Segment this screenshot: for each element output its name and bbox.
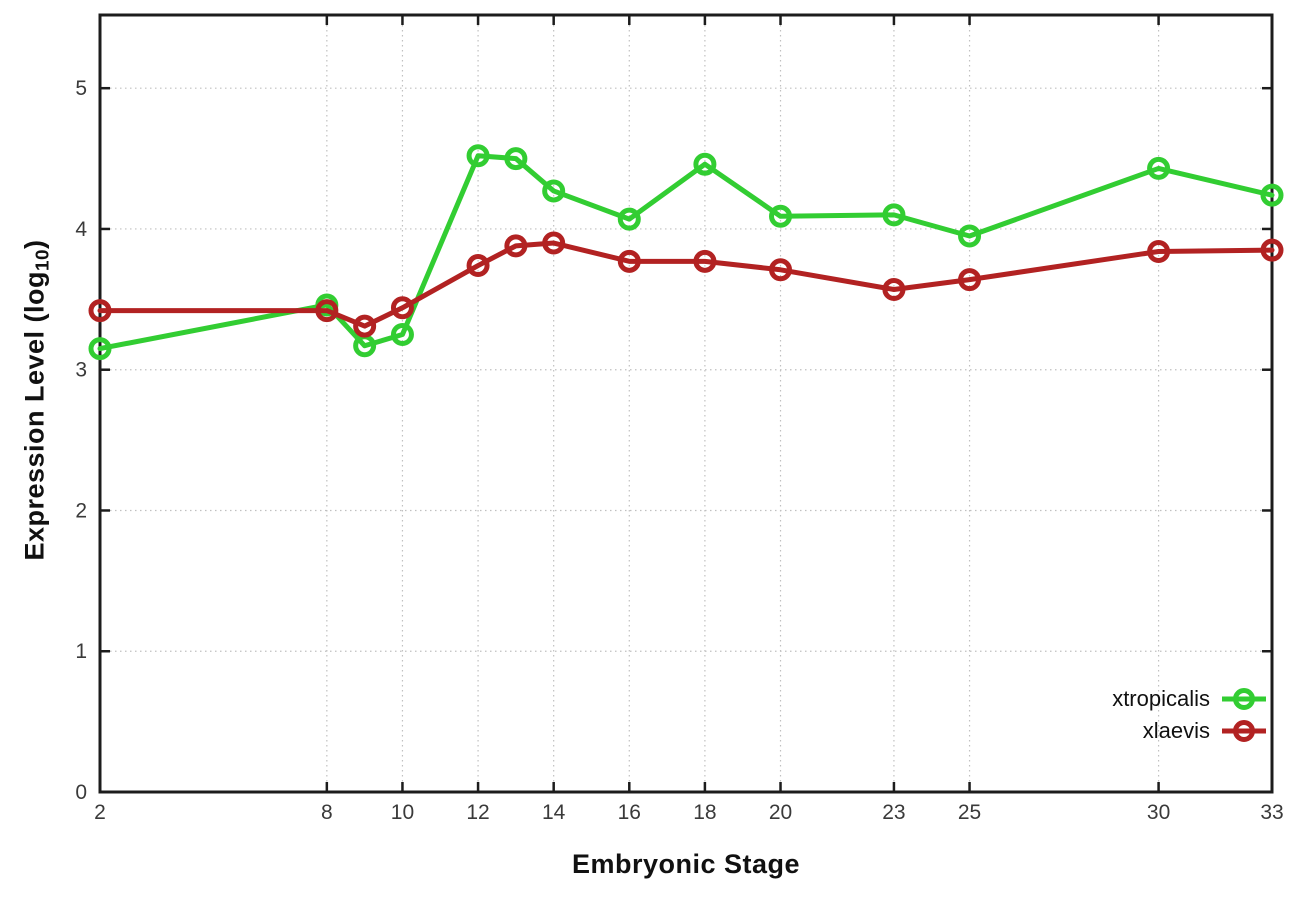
point-xtropicalis-18 [693,152,717,176]
y-tick-label-2: 2 [75,499,87,522]
x-tick-label-8: 8 [321,801,333,824]
x-tick-label-23: 23 [882,801,905,824]
point-xlaevis-10 [390,296,414,320]
legend-item-xtropicalis: xtropicalis [1112,685,1268,713]
y-tick-label-1: 1 [75,640,87,663]
point-xlaevis-33 [1260,238,1284,262]
point-xtropicalis-33 [1260,183,1284,207]
legend-label-xlaevis: xlaevis [1142,718,1210,743]
y-axis-title-close: ) [19,239,50,249]
point-xtropicalis-23 [882,203,906,227]
point-xlaevis-13 [504,234,528,258]
point-xtropicalis-20 [769,204,793,228]
y-axis-title-subscript: 10 [32,248,54,271]
legend-sample-point [1233,720,1255,742]
point-xtropicalis-30 [1147,156,1171,180]
legend-item-xlaevis: xlaevis [1143,717,1268,745]
series-line-xtropicalis [97,153,1275,352]
y-tick-label-0: 0 [75,781,87,804]
legend-marker-xlaevis [1222,720,1266,742]
point-xlaevis-18 [693,249,717,273]
plot-border [98,13,1274,794]
point-xtropicalis-14 [542,179,566,203]
point-xlaevis-20 [769,258,793,282]
x-tick-label-16: 16 [618,801,641,824]
x-tick-label-20: 20 [769,801,792,824]
x-tick-label-12: 12 [466,801,489,824]
point-xtropicalis-13 [504,147,528,171]
x-tick-label-30: 30 [1147,801,1170,824]
legend-sample-point [1233,688,1255,710]
y-axis-title-text: Expression Level (log [19,270,50,561]
x-tick-label-2: 2 [94,801,106,824]
point-xtropicalis-16 [617,207,641,231]
point-xlaevis-25 [958,268,982,292]
y-axis-title: Expression Level (log10) [19,239,54,560]
x-axis-title: Embryonic Stage [571,849,801,879]
x-tick-label-14: 14 [542,801,566,824]
legend-label-xtropicalis: xtropicalis [1112,686,1210,711]
point-xlaevis-30 [1147,239,1171,263]
x-tick-label-33: 33 [1260,801,1283,824]
x-tick-label-18: 18 [693,801,716,824]
point-xlaevis-16 [617,249,641,273]
y-tick-label-3: 3 [75,359,87,382]
legend-marker-xtropicalis [1222,688,1266,710]
point-xlaevis-2 [88,299,112,323]
legend: xtropicalis xlaevis [1112,685,1268,745]
point-xtropicalis-12 [466,144,490,168]
y-tick-label-4: 4 [75,218,87,241]
point-xtropicalis-2 [88,337,112,361]
point-xlaevis-12 [466,254,490,278]
point-xlaevis-23 [882,277,906,301]
y-tick-label-5: 5 [75,77,87,100]
point-xlaevis-8 [315,299,339,323]
x-tick-label-10: 10 [391,801,414,824]
point-xtropicalis-10 [390,323,414,347]
point-xlaevis-9 [353,314,377,338]
point-xlaevis-14 [542,231,566,255]
x-tick-label-25: 25 [958,801,981,824]
point-xtropicalis-25 [958,224,982,248]
